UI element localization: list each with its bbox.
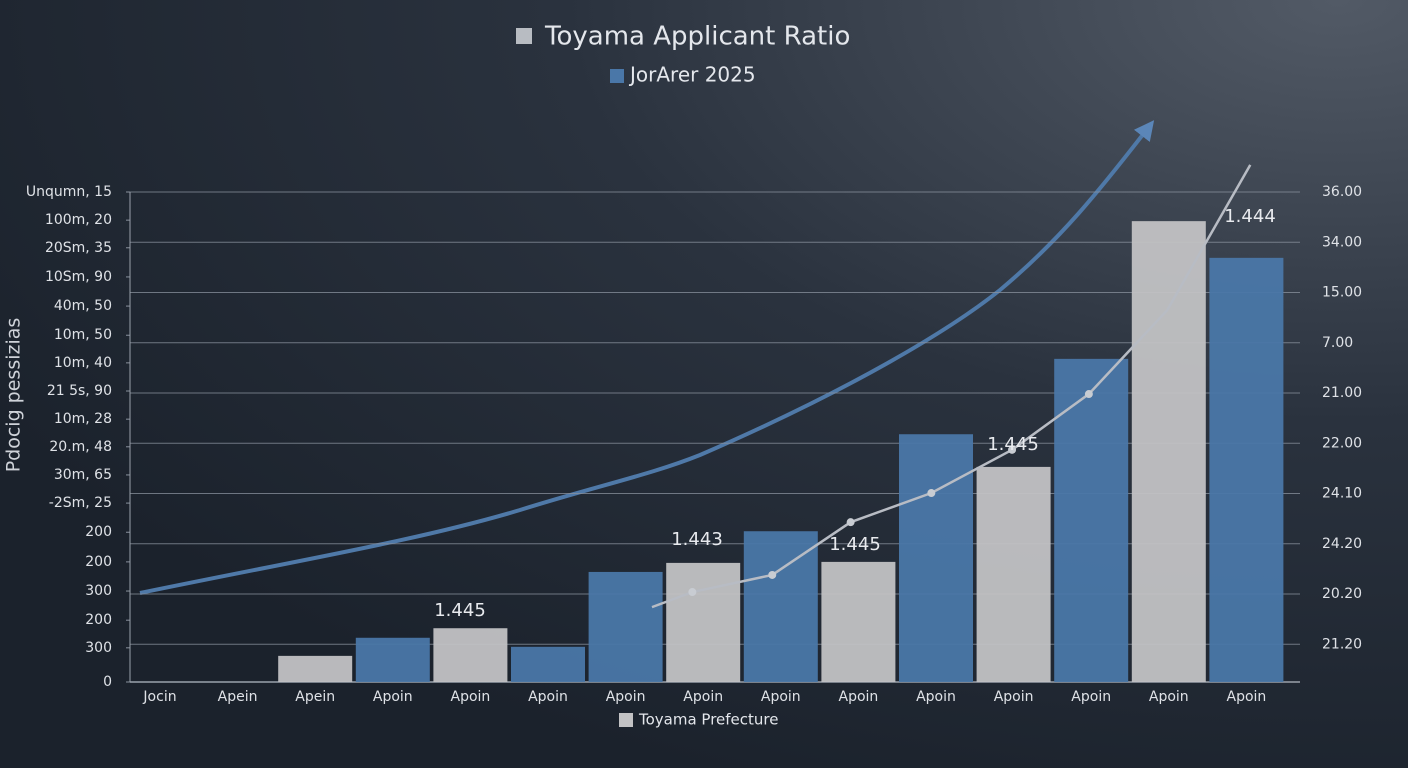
legend-label: Toyama Prefecture (638, 711, 779, 729)
y2-tick-label: 22.00 (1322, 435, 1362, 451)
legend-swatch (610, 69, 624, 83)
x-tick-label: Apoin (373, 689, 413, 705)
legend-label: JorArer 2025 (628, 63, 756, 87)
y-tick-label: -2Sm, 25 (49, 495, 112, 511)
y2-tick-label: 20.20 (1322, 586, 1362, 602)
y2-tick-label: 36.00 (1322, 184, 1362, 200)
line-point (1008, 445, 1017, 454)
y2-tick-label: 21.00 (1322, 385, 1362, 401)
annotation: 1.443 (671, 529, 723, 550)
annotation: 1.445 (987, 434, 1039, 455)
x-tick-label: Apoin (451, 689, 491, 705)
annotation: 1.445 (434, 600, 486, 621)
y-tick-label: 0 (103, 674, 112, 690)
x-tick-label: Apoin (528, 689, 568, 705)
chart-title: Toyama Applicant Ratio (544, 22, 850, 52)
y-tick-label: 300 (85, 583, 112, 599)
x-tick-label: Apoin (683, 689, 723, 705)
x-tick-label: Apoin (839, 689, 879, 705)
x-tick-label: Jocin (142, 689, 176, 705)
bar (976, 466, 1051, 682)
y-tick-label: Unqumn, 15 (26, 184, 112, 200)
y-tick-label: 300 (85, 640, 112, 656)
y-tick-label: 21 5s, 90 (47, 383, 112, 399)
bar (666, 562, 741, 682)
line-point (846, 518, 855, 527)
x-tick-label: Apoin (994, 689, 1034, 705)
x-tick-label: Apein (218, 689, 258, 705)
line-point (927, 489, 936, 498)
y-tick-label: 100m, 20 (45, 212, 112, 228)
x-tick-label: Apoin (761, 689, 801, 705)
bar (278, 655, 353, 682)
y-tick-label: 10m, 40 (54, 355, 112, 371)
bar (899, 434, 973, 682)
bar (1209, 257, 1284, 682)
y-tick-label: 40m, 50 (54, 298, 112, 314)
x-tick-label: Apoin (1149, 689, 1189, 705)
bar (1054, 358, 1129, 682)
y-tick-label: 20.m, 48 (49, 439, 112, 455)
x-tick-label: Apoin (1227, 689, 1267, 705)
annotation: 1.444 (1224, 206, 1276, 227)
annotation: 1.445 (829, 534, 881, 555)
bar (355, 637, 430, 682)
y2-tick-label: 34.00 (1322, 234, 1362, 250)
y2-tick-label: 15.00 (1322, 285, 1362, 301)
bar (433, 628, 508, 682)
bar (1131, 221, 1206, 682)
line-point (1084, 390, 1093, 399)
bar (588, 571, 663, 682)
line-point (768, 570, 777, 579)
legend-swatch (619, 713, 633, 727)
y-tick-label: 10m, 28 (54, 411, 112, 427)
y-tick-label: 10Sm, 90 (45, 269, 112, 285)
y-tick-label: 200 (85, 612, 112, 628)
x-tick-label: Apoin (916, 689, 956, 705)
y2-tick-label: 24.10 (1322, 486, 1362, 502)
x-tick-label: Apein (295, 689, 335, 705)
y-axis-label: Pdocig pessizias (3, 318, 25, 473)
x-tick-label: Apoin (606, 689, 646, 705)
x-tick-label: Apoin (1071, 689, 1111, 705)
y-tick-label: 30m, 65 (54, 467, 112, 483)
y-tick-label: 20Sm, 35 (45, 240, 112, 256)
title-swatch (516, 28, 532, 44)
y2-tick-label: 24.20 (1322, 536, 1362, 552)
bar (511, 646, 585, 682)
bar (821, 561, 896, 682)
y-tick-label: 10m, 50 (54, 327, 112, 343)
y-tick-label: 200 (85, 554, 112, 570)
y2-tick-label: 7.00 (1322, 335, 1353, 351)
line-point (688, 588, 697, 597)
bar (743, 531, 818, 682)
y-tick-label: 200 (85, 524, 112, 540)
y2-tick-label: 21.20 (1322, 636, 1362, 652)
